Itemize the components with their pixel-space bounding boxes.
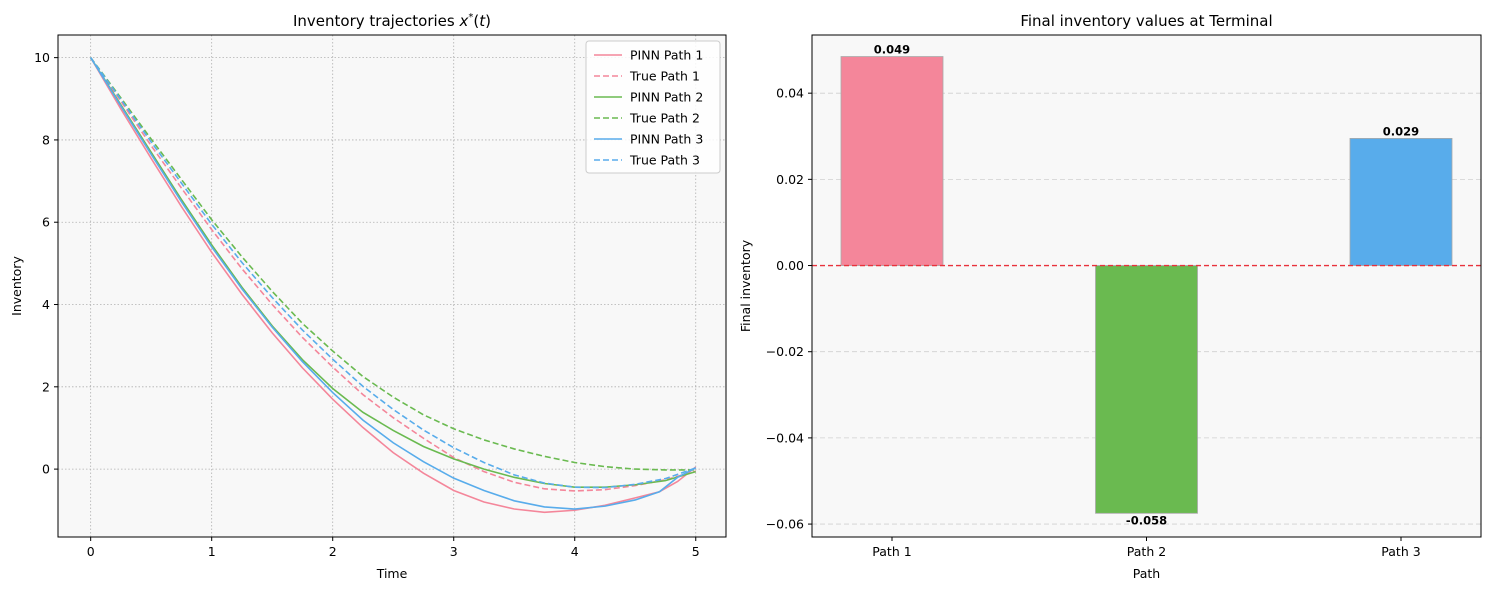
chart-title: Final inventory values at Terminal	[1020, 12, 1272, 30]
legend-label: True Path 1	[629, 69, 700, 84]
x-tick-label: 5	[692, 544, 700, 559]
bar	[840, 56, 944, 266]
series-line	[90, 57, 697, 489]
x-axis-ticks: Path 1 Path 2 Path 3	[872, 537, 1421, 559]
legend-label: True Path 3	[629, 153, 700, 168]
x-axis-ticks: 0 1 2 3 4 5	[87, 537, 700, 559]
x-tick-label: 0	[87, 544, 95, 559]
y-axis-label: Final inventory	[738, 239, 753, 332]
legend-label: PINN Path 3	[630, 132, 703, 147]
legend: PINN Path 1 True Path 1 PINN Path 2 True Pa…	[585, 40, 721, 174]
plot-frame	[57, 34, 727, 538]
bar-value-label: -0.058	[1126, 513, 1167, 527]
x-tick-label: 2	[329, 544, 337, 559]
y-tick-label: −0.06	[766, 517, 804, 532]
x-tick-label: 1	[208, 544, 216, 559]
x-tick-label: 4	[571, 544, 579, 559]
y-tick-label: 10	[34, 50, 50, 65]
series-line	[89, 57, 697, 510]
chart-title: Inventory trajectories x*(t)	[293, 12, 491, 30]
series-line	[90, 57, 696, 492]
legend-label: True Path 2	[629, 111, 700, 126]
final-inventory-bar-chart: 0.049 -0.058 0.029 Path 1 Path 2 Path 3 −0.0…	[738, 12, 1482, 581]
y-tick-label: 0.02	[776, 172, 804, 187]
y-tick-label: −0.04	[766, 430, 804, 445]
y-axis-ticks: 0 2 4 6 8 10	[34, 50, 58, 477]
x-axis-label: Path	[1133, 566, 1160, 581]
bar	[1349, 138, 1453, 266]
y-tick-label: 0.04	[776, 86, 804, 101]
x-axis-label: Time	[376, 566, 408, 581]
inventory-trajectories-chart: 0 1 2 3 4 5 0 2 4 6 8 10 Inventory trajectories x*…	[9, 12, 727, 581]
y-tick-label: 4	[42, 297, 50, 312]
y-tick-label: −0.02	[766, 344, 804, 359]
bars	[840, 56, 1453, 514]
bar-value-label: 0.029	[1383, 124, 1419, 138]
legend-label: PINN Path 2	[630, 90, 703, 105]
y-axis-label: Inventory	[9, 256, 24, 316]
y-tick-label: 8	[42, 132, 50, 147]
series-line	[90, 57, 696, 471]
series-lines	[89, 57, 697, 514]
y-tick-label: 2	[42, 379, 50, 394]
x-tick-label: Path 2	[1127, 544, 1166, 559]
x-tick-label: 3	[450, 544, 458, 559]
y-tick-label: 0	[42, 462, 50, 477]
bar-value-labels: 0.049 -0.058 0.029	[874, 43, 1419, 528]
y-axis-ticks: −0.06 −0.04 −0.02 0.00 0.02 0.04	[766, 86, 812, 532]
series-line	[89, 57, 697, 514]
x-tick-label: Path 3	[1381, 544, 1420, 559]
x-tick-label: Path 1	[872, 544, 911, 559]
bar	[1095, 265, 1198, 514]
bar-value-label: 0.049	[874, 43, 910, 57]
y-tick-label: 6	[42, 215, 50, 230]
legend-label: PINN Path 1	[630, 48, 703, 63]
legend-box	[585, 40, 721, 174]
y-tick-label: 0.00	[776, 258, 804, 273]
